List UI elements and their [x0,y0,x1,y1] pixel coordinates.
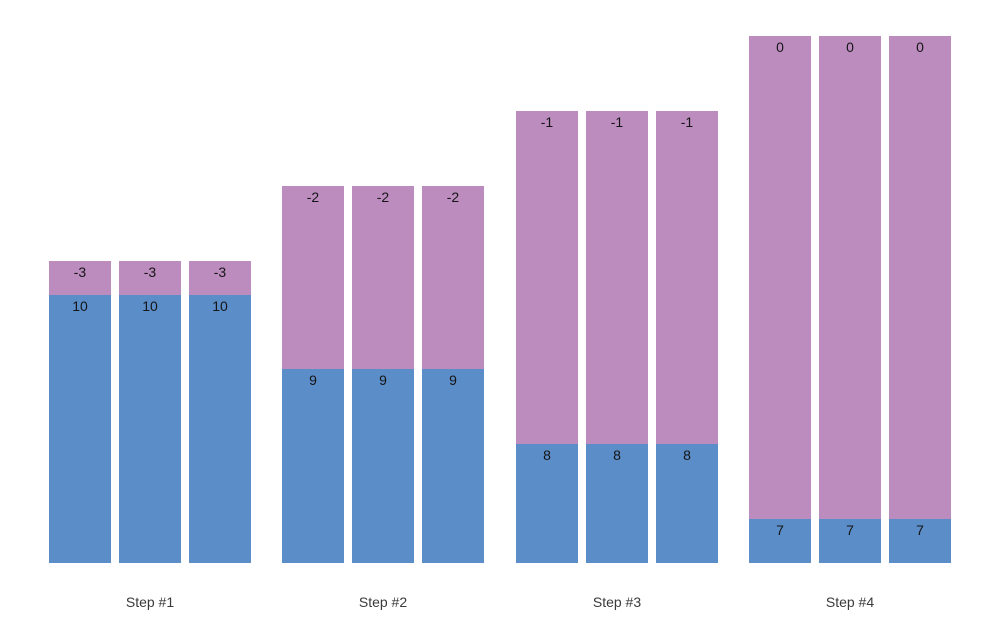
pink-segment: 0 [889,36,951,519]
pink-value-label: 0 [776,39,784,55]
blue-segment: 9 [282,369,344,563]
pink-segment: -1 [516,111,578,444]
blue-value-label: 8 [683,447,691,463]
pink-segment: -3 [189,261,251,295]
pink-value-label: -2 [376,189,390,205]
pink-segment: -2 [422,186,484,369]
blue-value-label: 9 [309,372,317,388]
pink-segment: 0 [749,36,811,519]
bar-group-step-2: -2 9 -2 9 -2 9 [282,186,484,563]
pink-segment: -2 [352,186,414,369]
blue-value-label: 9 [379,372,387,388]
pink-value-label: -2 [446,189,460,205]
pink-segment: -3 [49,261,111,295]
bar-group-step-3: -1 8 -1 8 -1 8 [516,111,718,563]
stacked-bar: -2 9 [422,186,484,563]
blue-segment: 7 [819,519,881,563]
pink-segment: -2 [282,186,344,369]
pink-value-label: -2 [306,189,320,205]
blue-segment: 8 [656,444,718,563]
stacked-bar: -3 10 [189,261,251,563]
pink-value-label: 0 [916,39,924,55]
stacked-bar: -2 9 [352,186,414,563]
x-axis-label-step-3: Step #3 [592,594,642,610]
pink-value-label: -3 [73,264,87,280]
blue-value-label: 7 [776,522,784,538]
stacked-bar: -1 8 [656,111,718,563]
blue-value-label: 10 [72,298,88,314]
blue-segment: 7 [749,519,811,563]
blue-value-label: 10 [212,298,228,314]
blue-segment: 8 [516,444,578,563]
pink-value-label: -3 [213,264,227,280]
blue-value-label: 8 [543,447,551,463]
blue-value-label: 10 [142,298,158,314]
pink-segment: 0 [819,36,881,519]
stacked-bar: -3 10 [49,261,111,563]
stacked-bar: 0 7 [889,36,951,563]
pink-segment: -1 [656,111,718,444]
blue-value-label: 7 [846,522,854,538]
x-axis-label-step-2: Step #2 [358,594,408,610]
blue-segment: 10 [49,295,111,563]
blue-value-label: 9 [449,372,457,388]
blue-segment: 9 [422,369,484,563]
pink-value-label: 0 [846,39,854,55]
pink-segment: -3 [119,261,181,295]
x-axis-label-step-1: Step #1 [125,594,175,610]
pink-value-label: -1 [610,114,624,130]
stacked-bar: 0 7 [749,36,811,563]
blue-value-label: 8 [613,447,621,463]
blue-value-label: 7 [916,522,924,538]
pink-value-label: -1 [680,114,694,130]
pink-segment: -1 [586,111,648,444]
stacked-bar: -2 9 [282,186,344,563]
blue-segment: 9 [352,369,414,563]
stacked-bar: 0 7 [819,36,881,563]
stacked-bar: -3 10 [119,261,181,563]
bar-group-step-1: -3 10 -3 10 -3 10 [49,261,251,563]
blue-segment: 10 [119,295,181,563]
bar-group-step-4: 0 7 0 7 0 7 [749,36,951,563]
blue-segment: 10 [189,295,251,563]
blue-segment: 7 [889,519,951,563]
pink-value-label: -1 [540,114,554,130]
stacked-bar: -1 8 [516,111,578,563]
pink-value-label: -3 [143,264,157,280]
blue-segment: 8 [586,444,648,563]
stacked-bar: -1 8 [586,111,648,563]
x-axis-label-step-4: Step #4 [825,594,875,610]
